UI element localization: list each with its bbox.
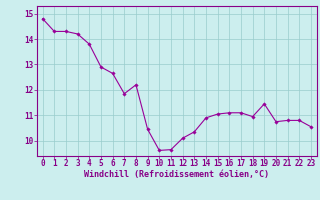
X-axis label: Windchill (Refroidissement éolien,°C): Windchill (Refroidissement éolien,°C)	[84, 170, 269, 179]
